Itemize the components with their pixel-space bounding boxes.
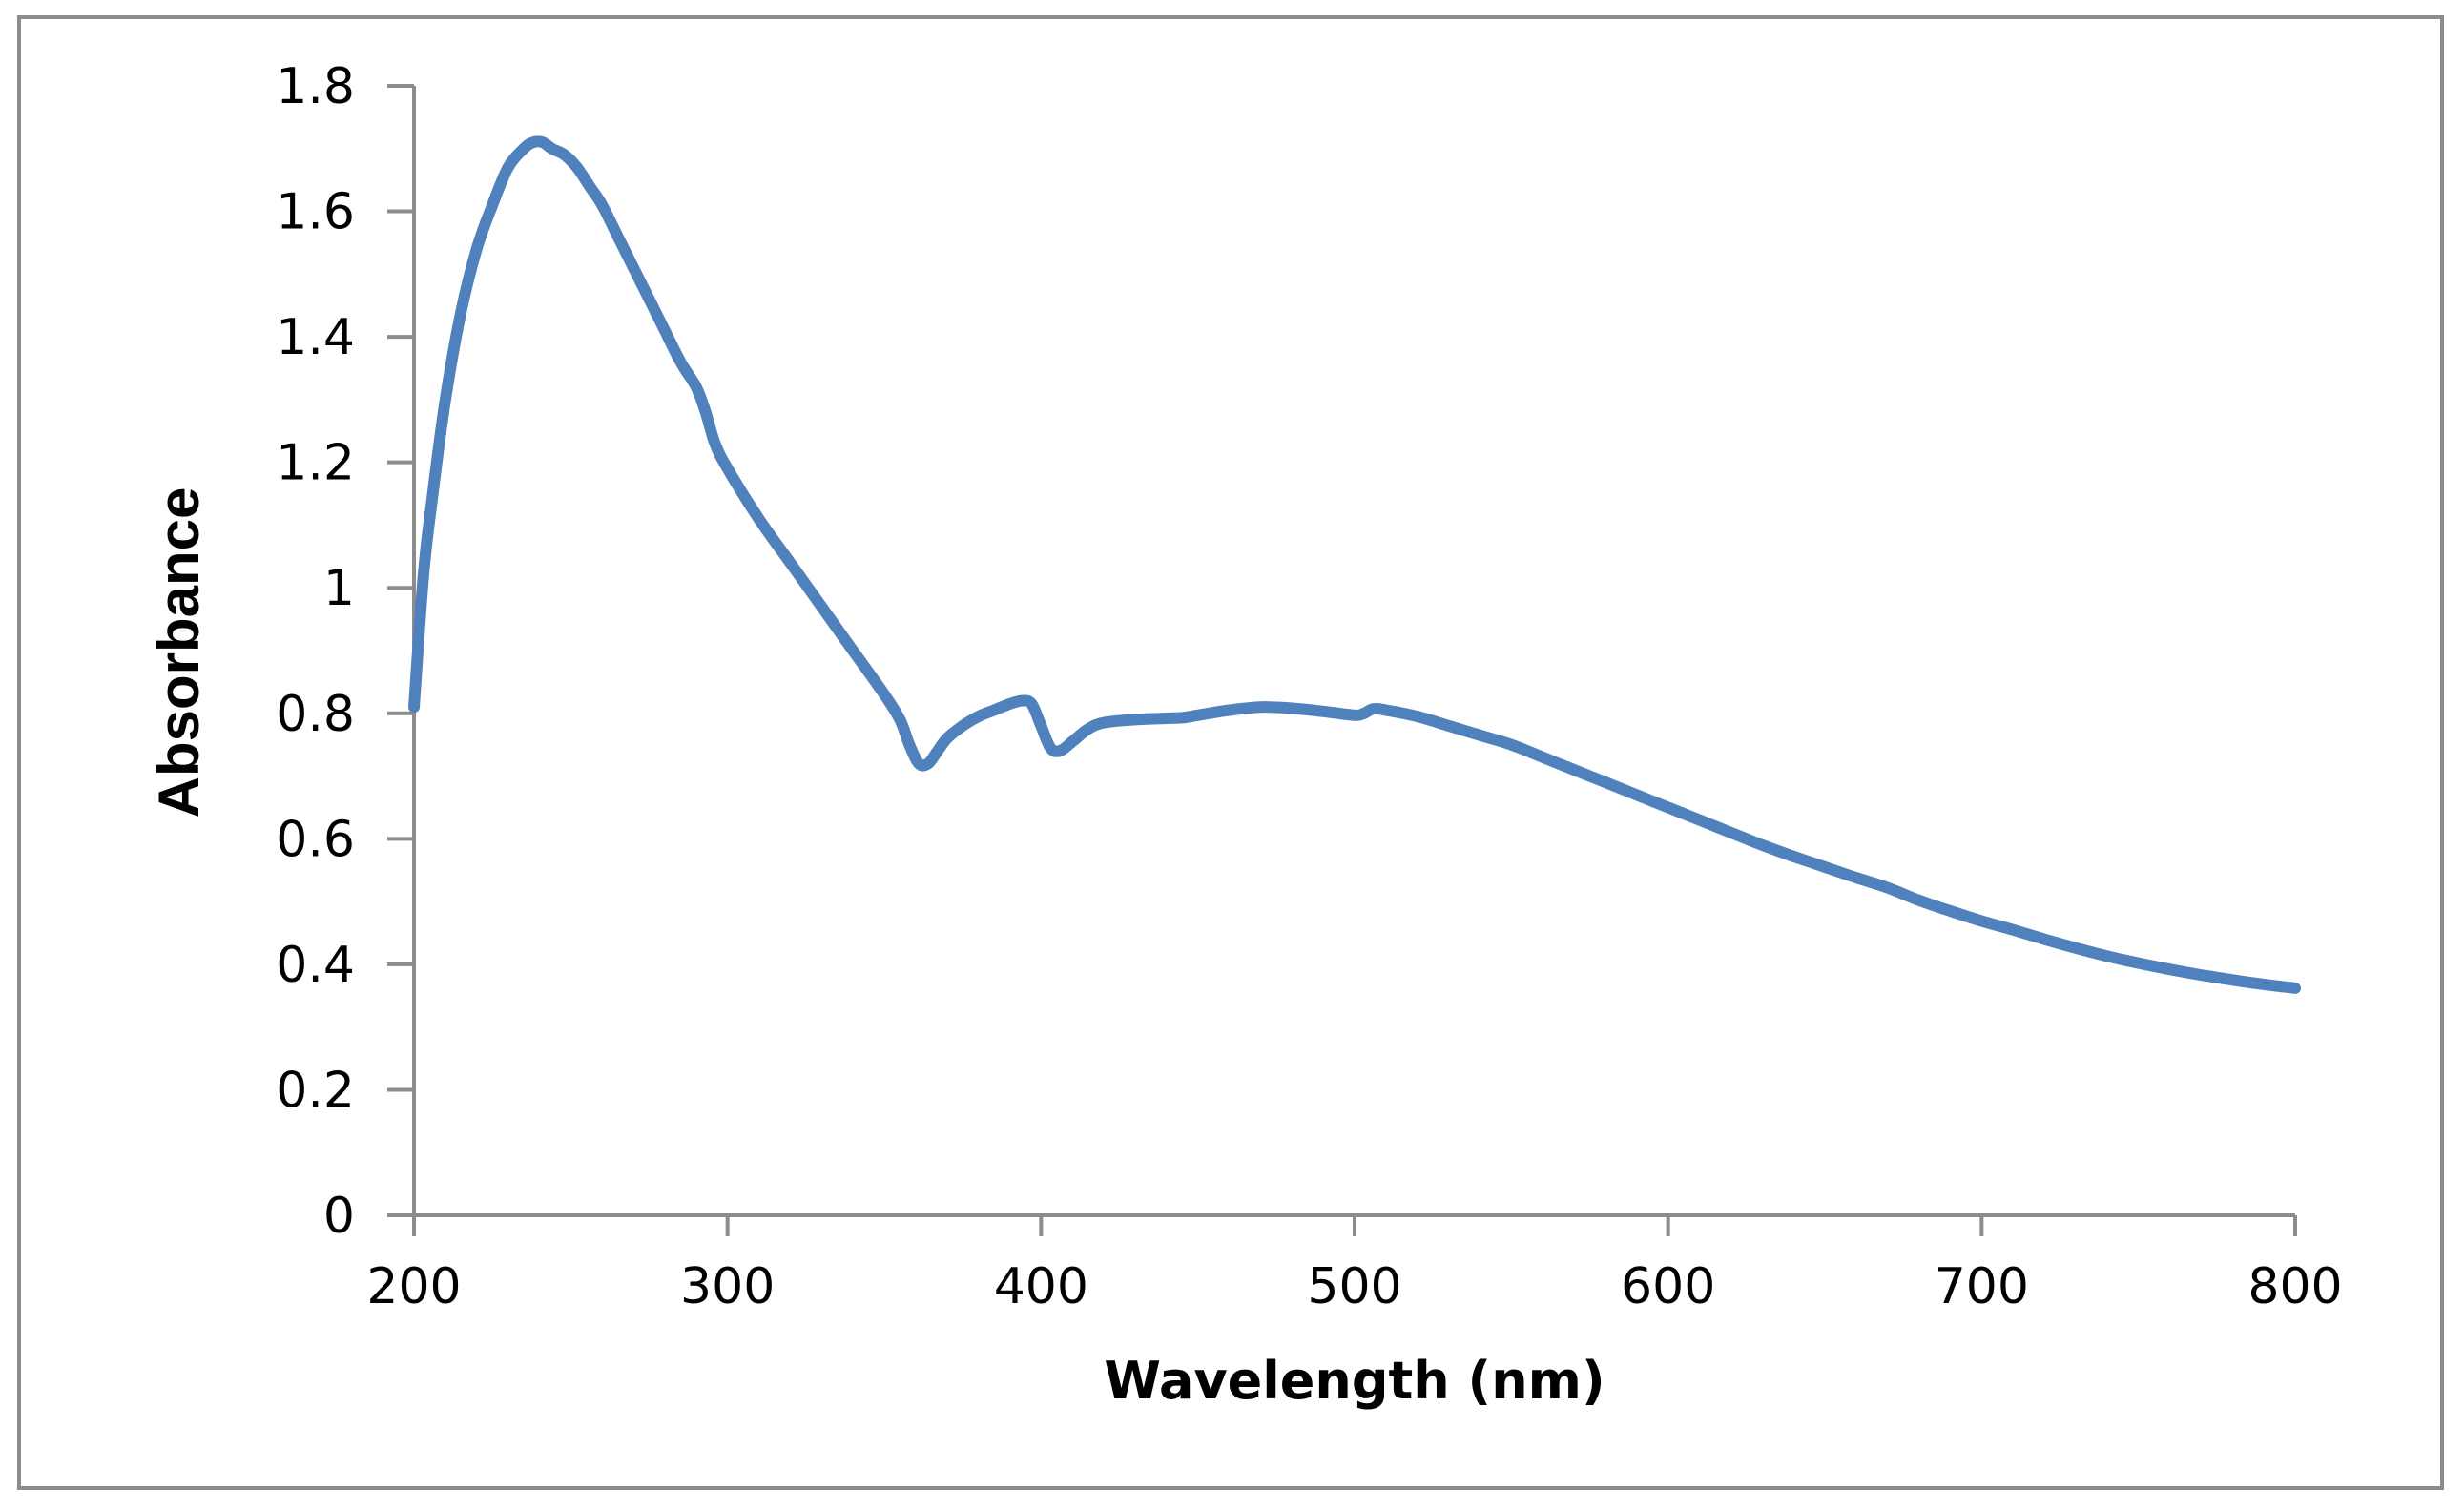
- y-axis-title: Absorbance: [147, 487, 211, 818]
- y-tick-label: 0.6: [276, 811, 355, 868]
- x-tick-label: 500: [1307, 1258, 1401, 1315]
- y-tick-label: 1.6: [276, 184, 355, 241]
- x-tick-label: 700: [1935, 1258, 2029, 1315]
- x-axis-title: Wavelength (nm): [1104, 1351, 1605, 1411]
- absorbance-chart: 0 0.2 0.4 0.6 0.8 1 1.2 1.4 1.6 1.8 200 300 400 500 6…: [147, 58, 2343, 1411]
- y-tick-label: 1.4: [276, 309, 355, 366]
- x-tick-label: 400: [994, 1258, 1088, 1315]
- y-tick-label: 0.4: [276, 937, 355, 994]
- y-tick-label: 0: [323, 1188, 355, 1245]
- x-ticks: 200 300 400 500 600 700 800: [366, 1215, 2343, 1315]
- x-tick-label: 300: [680, 1258, 775, 1315]
- x-tick-label: 800: [2247, 1258, 2342, 1315]
- y-tick-label: 1.8: [276, 58, 355, 115]
- y-tick-label: 1: [323, 560, 355, 617]
- x-tick-label: 200: [366, 1258, 461, 1315]
- y-tick-label: 0.2: [276, 1062, 355, 1119]
- y-tick-label: 0.8: [276, 686, 355, 743]
- series-line-absorbance: [408, 135, 2301, 994]
- y-ticks: 0 0.2 0.4 0.6 0.8 1 1.2 1.4 1.6 1.8: [276, 58, 414, 1245]
- y-tick-label: 1.2: [276, 435, 355, 492]
- chart-frame: 0 0.2 0.4 0.6 0.8 1 1.2 1.4 1.6 1.8 200 300 400 500 6…: [17, 15, 2444, 1490]
- x-tick-label: 600: [1621, 1258, 1715, 1315]
